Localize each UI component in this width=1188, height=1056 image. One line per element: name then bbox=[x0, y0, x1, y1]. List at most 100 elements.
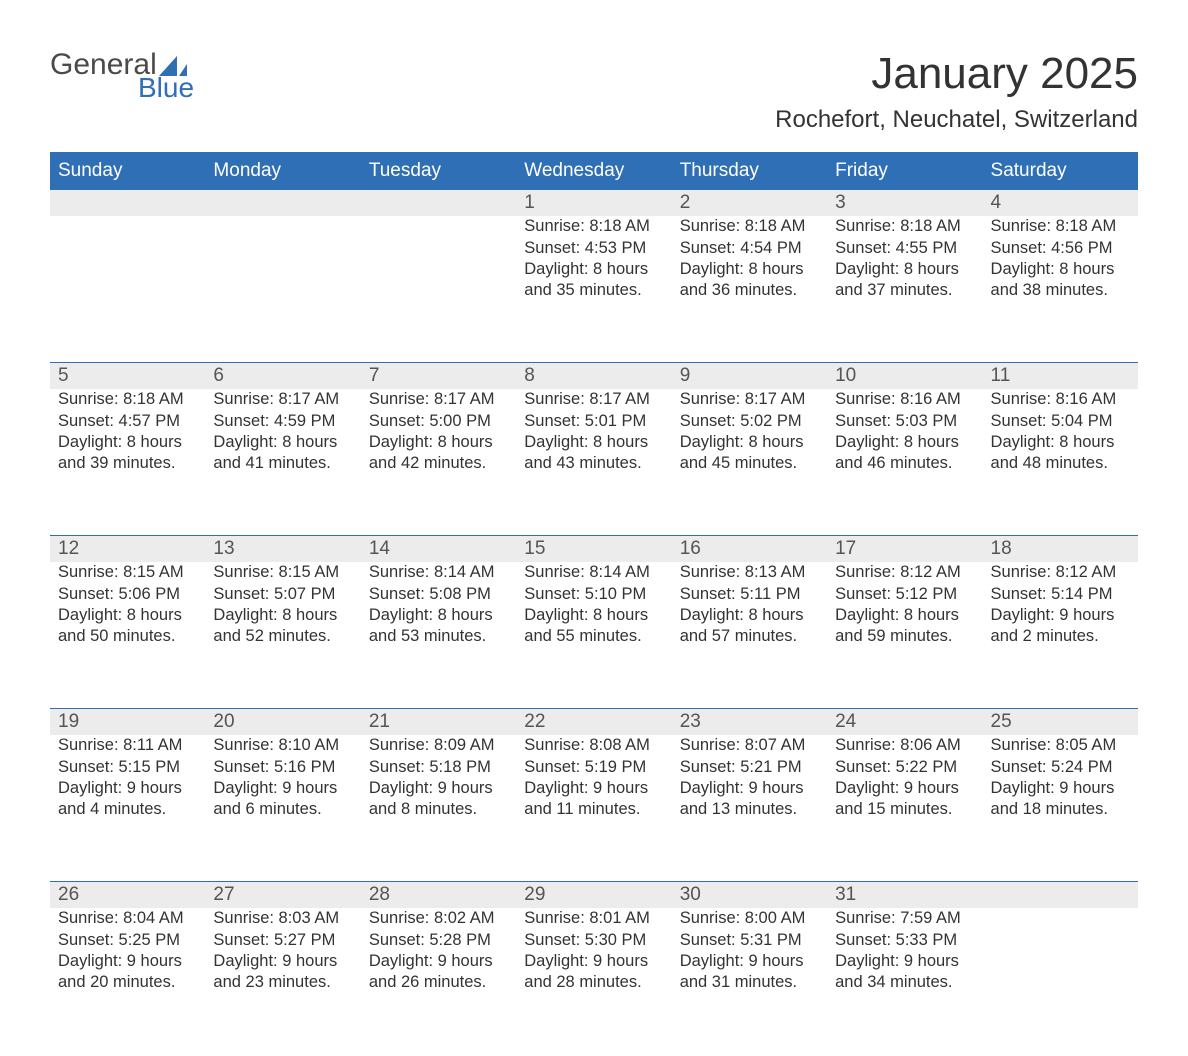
daylight-text: and 39 minutes. bbox=[58, 453, 197, 474]
sunrise-text: Sunrise: 8:11 AM bbox=[58, 735, 197, 756]
calendar-cell: Sunrise: 8:17 AMSunset: 5:02 PMDaylight:… bbox=[672, 389, 827, 536]
calendar-cell: Sunrise: 8:13 AMSunset: 5:11 PMDaylight:… bbox=[672, 562, 827, 709]
sunset-text: Sunset: 5:27 PM bbox=[213, 930, 352, 951]
sunset-text: Sunset: 5:00 PM bbox=[369, 411, 508, 432]
day-header: Friday bbox=[827, 152, 982, 190]
page-title: January 2025 bbox=[775, 50, 1138, 98]
daylight-text: and 38 minutes. bbox=[991, 280, 1130, 301]
week-row: Sunrise: 8:15 AMSunset: 5:06 PMDaylight:… bbox=[50, 562, 1138, 709]
day-number: 21 bbox=[369, 710, 508, 734]
daylight-text: and 34 minutes. bbox=[835, 972, 974, 993]
calendar-table: Sunday Monday Tuesday Wednesday Thursday… bbox=[50, 152, 1138, 1026]
sunset-text: Sunset: 5:02 PM bbox=[680, 411, 819, 432]
calendar-cell: Sunrise: 8:15 AMSunset: 5:06 PMDaylight:… bbox=[50, 562, 205, 709]
day-number-row: 12131415161718 bbox=[50, 536, 1138, 562]
daylight-text: and 48 minutes. bbox=[991, 453, 1130, 474]
sunset-text: Sunset: 5:22 PM bbox=[835, 757, 974, 778]
calendar-cell: Sunrise: 8:09 AMSunset: 5:18 PMDaylight:… bbox=[361, 735, 516, 882]
daylight-text: Daylight: 9 hours bbox=[991, 778, 1130, 799]
day-number-cell: 20 bbox=[205, 709, 360, 735]
day-number: 8 bbox=[524, 364, 663, 388]
sunrise-text: Sunrise: 8:13 AM bbox=[680, 562, 819, 583]
sunrise-text: Sunrise: 8:12 AM bbox=[835, 562, 974, 583]
daylight-text: Daylight: 8 hours bbox=[835, 432, 974, 453]
day-number-cell: 22 bbox=[516, 709, 671, 735]
sunrise-text: Sunrise: 8:18 AM bbox=[991, 216, 1130, 237]
day-header: Monday bbox=[205, 152, 360, 190]
daylight-text: Daylight: 8 hours bbox=[524, 259, 663, 280]
day-number: 12 bbox=[58, 537, 197, 561]
daylight-text: and 35 minutes. bbox=[524, 280, 663, 301]
day-number: 23 bbox=[680, 710, 819, 734]
day-number: 6 bbox=[213, 364, 352, 388]
daylight-text: Daylight: 9 hours bbox=[524, 778, 663, 799]
day-number-cell: 19 bbox=[50, 709, 205, 735]
day-number-cell: 10 bbox=[827, 363, 982, 389]
sunrise-text: Sunrise: 8:17 AM bbox=[213, 389, 352, 410]
day-number-cell bbox=[50, 190, 205, 216]
calendar-cell: Sunrise: 8:16 AMSunset: 5:04 PMDaylight:… bbox=[983, 389, 1138, 536]
day-number: 11 bbox=[991, 364, 1130, 388]
day-header: Thursday bbox=[672, 152, 827, 190]
day-number-cell: 2 bbox=[672, 190, 827, 216]
calendar-cell: Sunrise: 8:03 AMSunset: 5:27 PMDaylight:… bbox=[205, 908, 360, 1026]
daylight-text: Daylight: 9 hours bbox=[991, 605, 1130, 626]
day-number: 19 bbox=[58, 710, 197, 734]
sunrise-text: Sunrise: 8:18 AM bbox=[680, 216, 819, 237]
daylight-text: Daylight: 8 hours bbox=[524, 432, 663, 453]
calendar-cell: Sunrise: 8:11 AMSunset: 5:15 PMDaylight:… bbox=[50, 735, 205, 882]
day-header: Tuesday bbox=[361, 152, 516, 190]
day-number: 3 bbox=[835, 191, 974, 215]
calendar-cell: Sunrise: 8:18 AMSunset: 4:57 PMDaylight:… bbox=[50, 389, 205, 536]
day-number-cell: 3 bbox=[827, 190, 982, 216]
sunrise-text: Sunrise: 8:15 AM bbox=[213, 562, 352, 583]
day-number-cell: 28 bbox=[361, 882, 516, 908]
sunset-text: Sunset: 5:12 PM bbox=[835, 584, 974, 605]
day-number-cell: 14 bbox=[361, 536, 516, 562]
day-number-cell: 9 bbox=[672, 363, 827, 389]
sunset-text: Sunset: 5:24 PM bbox=[991, 757, 1130, 778]
sunset-text: Sunset: 5:33 PM bbox=[835, 930, 974, 951]
daylight-text: and 43 minutes. bbox=[524, 453, 663, 474]
sunrise-text: Sunrise: 8:07 AM bbox=[680, 735, 819, 756]
sunrise-text: Sunrise: 8:10 AM bbox=[213, 735, 352, 756]
day-number-cell: 18 bbox=[983, 536, 1138, 562]
sunrise-text: Sunrise: 8:18 AM bbox=[58, 389, 197, 410]
day-number: 30 bbox=[680, 883, 819, 907]
day-number: 29 bbox=[524, 883, 663, 907]
day-number: 15 bbox=[524, 537, 663, 561]
sunrise-text: Sunrise: 8:02 AM bbox=[369, 908, 508, 929]
calendar-cell-empty bbox=[983, 908, 1138, 1026]
day-number: 9 bbox=[680, 364, 819, 388]
day-number-cell: 16 bbox=[672, 536, 827, 562]
daylight-text: and 36 minutes. bbox=[680, 280, 819, 301]
daylight-text: Daylight: 9 hours bbox=[680, 951, 819, 972]
sunset-text: Sunset: 5:19 PM bbox=[524, 757, 663, 778]
daylight-text: Daylight: 9 hours bbox=[213, 951, 352, 972]
daylight-text: and 46 minutes. bbox=[835, 453, 974, 474]
sunset-text: Sunset: 5:21 PM bbox=[680, 757, 819, 778]
sunset-text: Sunset: 4:57 PM bbox=[58, 411, 197, 432]
sunrise-text: Sunrise: 7:59 AM bbox=[835, 908, 974, 929]
calendar-cell: Sunrise: 8:18 AMSunset: 4:53 PMDaylight:… bbox=[516, 216, 671, 363]
sunset-text: Sunset: 5:15 PM bbox=[58, 757, 197, 778]
sunrise-text: Sunrise: 8:14 AM bbox=[369, 562, 508, 583]
day-number-cell: 23 bbox=[672, 709, 827, 735]
sunset-text: Sunset: 5:16 PM bbox=[213, 757, 352, 778]
location-text: Rochefort, Neuchatel, Switzerland bbox=[775, 106, 1138, 134]
sunset-text: Sunset: 5:28 PM bbox=[369, 930, 508, 951]
calendar-cell: Sunrise: 8:14 AMSunset: 5:10 PMDaylight:… bbox=[516, 562, 671, 709]
daylight-text: and 41 minutes. bbox=[213, 453, 352, 474]
brand-logo: General Blue bbox=[50, 50, 194, 102]
daylight-text: and 15 minutes. bbox=[835, 799, 974, 820]
sunrise-text: Sunrise: 8:17 AM bbox=[680, 389, 819, 410]
daylight-text: Daylight: 9 hours bbox=[58, 951, 197, 972]
sunrise-text: Sunrise: 8:15 AM bbox=[58, 562, 197, 583]
daylight-text: and 8 minutes. bbox=[369, 799, 508, 820]
daylight-text: Daylight: 8 hours bbox=[58, 432, 197, 453]
sunrise-text: Sunrise: 8:17 AM bbox=[524, 389, 663, 410]
day-number: 22 bbox=[524, 710, 663, 734]
daylight-text: and 26 minutes. bbox=[369, 972, 508, 993]
sunset-text: Sunset: 5:03 PM bbox=[835, 411, 974, 432]
sunrise-text: Sunrise: 8:14 AM bbox=[524, 562, 663, 583]
